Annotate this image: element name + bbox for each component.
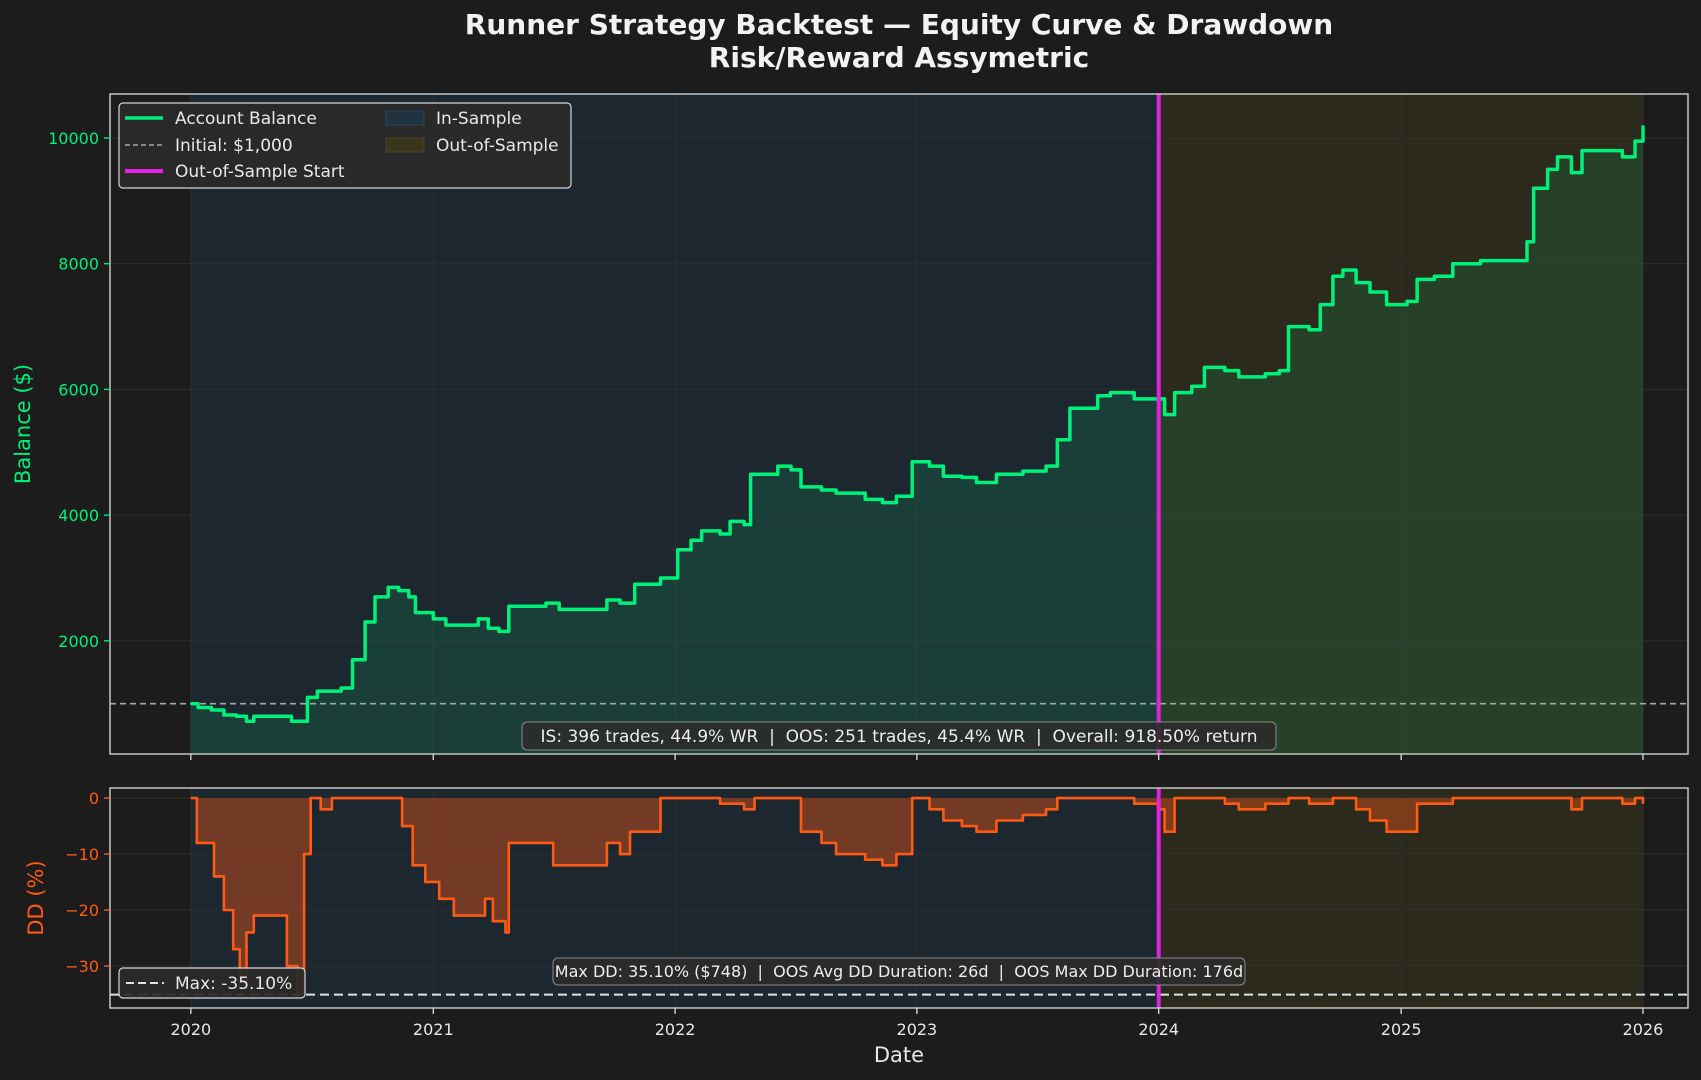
drawdown-legend: Max: -35.10% — [118, 967, 306, 999]
equity-series-line — [190, 125, 1645, 724]
equity-stats-text: IS: 396 trades, 44.9% WR | OOS: 251 trad… — [541, 727, 1258, 747]
date-x-tick-label: 2023 — [897, 1020, 938, 1039]
legend-swatch-out-of-sample — [385, 137, 425, 153]
equity-legend: Account Balance Initial: $1,000 Out-of-S… — [118, 102, 572, 189]
legend-label-max-dd: Max: -35.10% — [175, 974, 292, 994]
equity-y-tick-label: 10000 — [48, 129, 99, 148]
equity-y-tick-label: 2000 — [58, 632, 99, 651]
dd-axis-label: DD (%) — [24, 860, 48, 935]
equity-stats-annotation: IS: 396 trades, 44.9% WR | OOS: 251 trad… — [521, 721, 1277, 751]
date-x-tick-label: 2026 — [1623, 1020, 1664, 1039]
equity-stats-box — [521, 721, 1277, 751]
equity-y-ticks: 2000 4000 6000 8000 10000 — [48, 129, 110, 651]
drawdown-stats-text: Max DD: 35.10% ($748) | OOS Avg DD Durat… — [555, 962, 1243, 981]
dd-y-tick-label: −30 — [65, 957, 99, 976]
equity-y-tick-label: 8000 — [58, 255, 99, 274]
chart-title: Runner Strategy Backtest — Equity Curve … — [465, 8, 1333, 41]
equity-area-fill — [190, 125, 1643, 754]
equity-panel: 2000 4000 6000 8000 10000 Balance ($) Accoun… — [11, 93, 1689, 760]
date-x-tick-label: 2022 — [655, 1020, 696, 1039]
date-x-ticks: 2020 2021 2022 2023 2024 2025 2026 — [170, 1008, 1663, 1039]
dd-y-tick-label: −10 — [65, 845, 99, 864]
drawdown-legend-box — [118, 967, 306, 999]
equity-y-tick-label: 6000 — [58, 380, 99, 399]
dd-y-tick-label: 0 — [89, 789, 99, 808]
dd-y-tick-label: −20 — [65, 901, 99, 920]
date-axis-label: Date — [874, 1043, 924, 1067]
equity-x-tickmarks — [190, 754, 1644, 760]
chart-subtitle: Risk/Reward Assymetric — [709, 41, 1089, 74]
equity-legend-box — [118, 102, 572, 189]
legend-label-out-of-sample: Out-of-Sample — [436, 136, 559, 156]
equity-axes-frame — [109, 93, 1689, 755]
drawdown-axes-frame — [109, 787, 1689, 1009]
legend-swatch-in-sample — [385, 110, 425, 126]
date-x-tick-label: 2024 — [1138, 1020, 1179, 1039]
legend-label-in-sample: In-Sample — [436, 109, 522, 129]
date-x-tick-label: 2025 — [1381, 1020, 1422, 1039]
equity-y-tick-label: 4000 — [58, 506, 99, 525]
date-x-tick-label: 2021 — [413, 1020, 454, 1039]
drawdown-stats-annotation: Max DD: 35.10% ($748) | OOS Avg DD Durat… — [552, 957, 1246, 986]
drawdown-y-ticks: 0 −10 −20 −30 — [65, 789, 110, 976]
legend-label-initial: Initial: $1,000 — [175, 136, 293, 156]
drawdown-panel: 0−10−20−30 2020 2021 2022 2023 2024 2025 2026 … — [24, 787, 1689, 1067]
legend-label-balance: Account Balance — [175, 109, 317, 129]
drawdown-series-line — [190, 796, 1645, 996]
date-x-tick-label: 2020 — [170, 1020, 211, 1039]
balance-axis-label: Balance ($) — [11, 364, 35, 484]
drawdown-stats-box — [552, 957, 1246, 986]
legend-label-oos-start: Out-of-Sample Start — [175, 162, 345, 182]
